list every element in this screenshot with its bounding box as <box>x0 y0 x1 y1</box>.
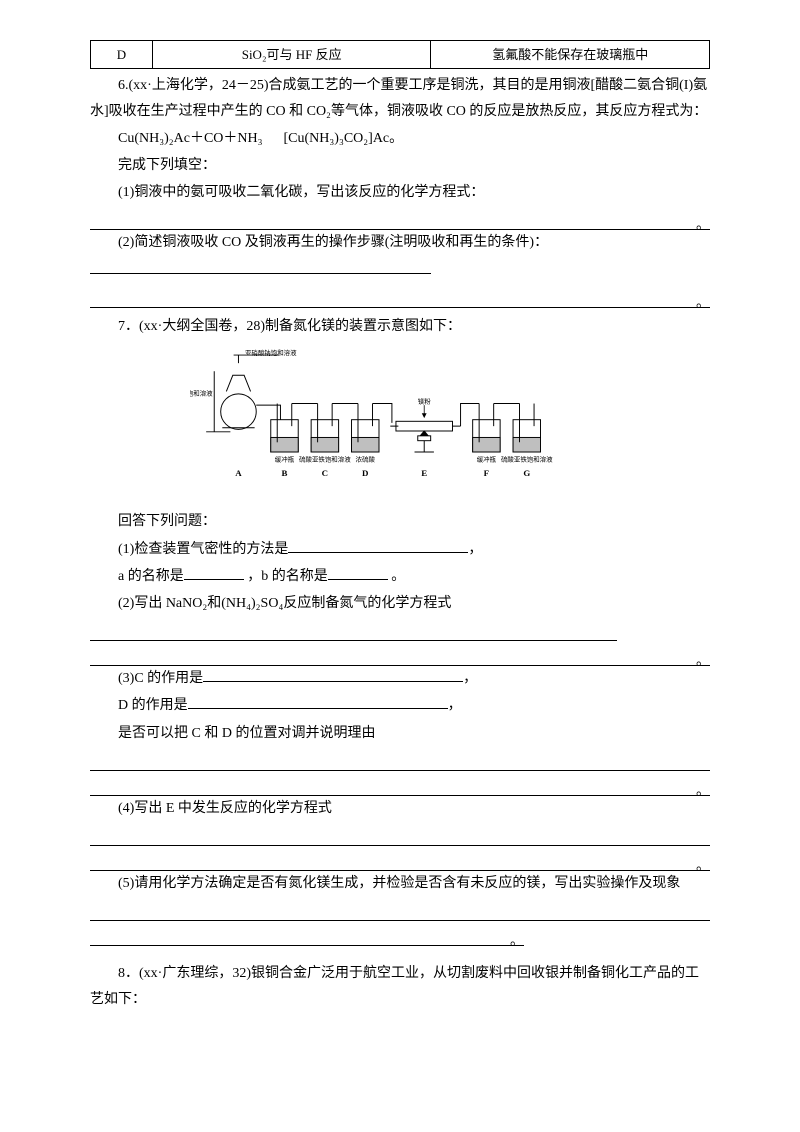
blank-half <box>90 259 431 274</box>
label-B: B <box>282 468 288 478</box>
q7-answer-prompt: 回答下列问题： <box>90 509 710 534</box>
option-table: D SiO₂可与 HF 反应 氢氟酸不能保存在玻璃瓶中 <box>90 40 710 69</box>
label-left: 硫酸铵饱和溶液 <box>190 388 213 397</box>
blank-line <box>90 777 710 796</box>
q7-p2: (2)写出 NaNO₂和(NH₄)₂SO₄反应制备氮气的化学方程式 <box>90 591 710 616</box>
q6-heading: 6.(xx·上海化学，24－25)合成氨工艺的一个重要工序是铜洗，其目的是用铜液… <box>90 73 710 123</box>
q6-equation: Cu(NH₃)₂Ac＋CO＋NH₃ [Cu(NH₃)₃CO₂]Ac。 <box>90 126 710 151</box>
label-feso4-c: 硫酸亚铁饱和溶液 <box>299 455 351 464</box>
blank-line <box>90 927 524 946</box>
label-buf-b: 缓冲瓶 <box>275 455 295 464</box>
q7-p3b: D 的作用是， <box>90 693 710 718</box>
cell-d: D <box>91 41 153 69</box>
blank-line <box>90 622 617 641</box>
blank-line <box>90 289 710 308</box>
apparatus-figure: 亚硝酸钠饱和溶液 硫酸铵饱和溶液 镁粉 缓冲瓶 硫酸亚铁饱和溶液 浓硫酸 缓冲瓶… <box>90 347 710 502</box>
blank-line <box>90 752 710 771</box>
q7-p1a: (1)检查装置气密性的方法是， <box>90 537 710 562</box>
label-C: C <box>322 468 328 478</box>
q7-p5: (5)请用化学方法确定是否有氮化镁生成，并检验是否含有未反应的镁，写出实验操作及… <box>90 871 710 896</box>
label-h2so4-d: 浓硫酸 <box>356 455 376 464</box>
label-feso4-g: 硫酸亚铁饱和溶液 <box>501 455 553 464</box>
blank <box>328 565 388 580</box>
q6-complete: 完成下列填空： <box>90 153 710 178</box>
label-F: F <box>484 468 489 478</box>
blank-line <box>90 902 710 921</box>
label-A: A <box>235 468 242 478</box>
cell-result: 氢氟酸不能保存在玻璃瓶中 <box>431 41 710 69</box>
q7-p3c: 是否可以把 C 和 D 的位置对调并说明理由 <box>90 721 710 746</box>
label-buf-f: 缓冲瓶 <box>477 455 497 464</box>
blank <box>184 565 244 580</box>
label-mg: 镁粉 <box>418 396 431 405</box>
q6-part1: (1)铜液中的氨可吸收二氧化碳，写出该反应的化学方程式： <box>90 180 710 205</box>
q7-p3a: (3)C 的作用是， <box>90 666 710 691</box>
label-D: D <box>362 468 368 478</box>
cell-reason: SiO₂可与 HF 反应 <box>152 41 431 69</box>
blank <box>288 538 468 553</box>
q7-heading: 7．(xx·大纲全国卷，28)制备氮化镁的装置示意图如下： <box>90 314 710 339</box>
blank-line <box>90 211 710 230</box>
q7-p4: (4)写出 E 中发生反应的化学方程式 <box>90 796 710 821</box>
label-E: E <box>421 468 427 478</box>
blank <box>188 694 448 709</box>
blank-line <box>90 647 710 666</box>
label-G: G <box>523 468 530 478</box>
apparatus-svg: 亚硝酸钠饱和溶液 硫酸铵饱和溶液 镁粉 缓冲瓶 硫酸亚铁饱和溶液 浓硫酸 缓冲瓶… <box>190 347 610 492</box>
document-page: D SiO₂可与 HF 反应 氢氟酸不能保存在玻璃瓶中 6.(xx·上海化学，2… <box>0 0 800 1054</box>
q8-heading: 8．(xx·广东理综，32)银铜合金广泛用于航空工业，从切割废料中回收银并制备铜… <box>90 961 710 1011</box>
blank-line <box>90 852 710 871</box>
label-top: 亚硝酸钠饱和溶液 <box>245 348 297 357</box>
blank <box>203 667 463 682</box>
q7-p1b: a 的名称是 ，b 的名称是 。 <box>90 564 710 589</box>
q6-part2: (2)简述铜液吸收 CO 及铜液再生的操作步骤(注明吸收和再生的条件)： <box>90 230 710 255</box>
blank-line <box>90 827 710 846</box>
